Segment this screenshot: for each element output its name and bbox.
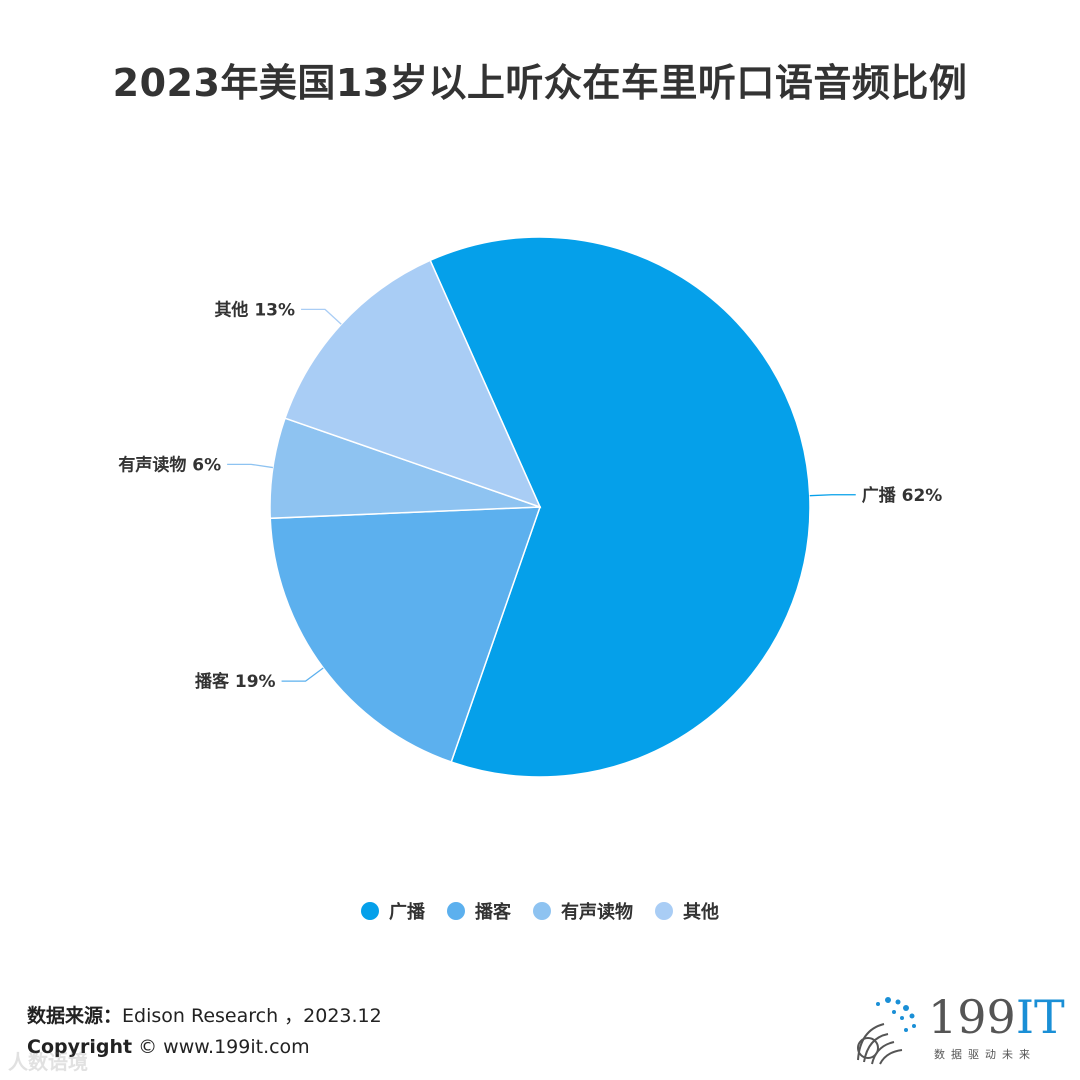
slice-label-podcast: 播客 19%: [195, 671, 276, 692]
logo-dots-icon: [857, 997, 916, 1065]
leader-line-other: [301, 308, 342, 325]
pie-slice-radio: [429, 236, 811, 778]
legend-item-radio: 广播: [361, 898, 425, 924]
legend-swatch-radio: [361, 902, 379, 920]
source-note: 数据来源：Edison Research ，2023.12: [27, 1001, 382, 1028]
leader-line-radio: [809, 494, 856, 497]
legend-swatch-audiobook: [533, 902, 551, 920]
chart-title: 2023年美国13岁以上听众在车里听口语音频比例: [112, 61, 968, 105]
logo-number: 199: [928, 990, 1016, 1044]
logo-text: 199IT: [928, 990, 1065, 1044]
legend: 广播 播客 有声读物 其他: [0, 898, 1080, 924]
source-label: 数据来源：: [27, 1005, 123, 1027]
leader-line-audiobook: [227, 463, 273, 469]
slice-labels: 广播 62% 播客 19% 有声读物 6% 其他 13%: [118, 299, 942, 692]
legend-label-audiobook: 有声读物: [561, 902, 633, 923]
copyright-label: Copyright: [27, 1036, 133, 1058]
pie-slices: [269, 236, 811, 778]
legend-item-audiobook: 有声读物: [533, 898, 633, 924]
copyright-text: © www.199it.com: [132, 1036, 310, 1058]
slice-label-other: 其他 13%: [214, 299, 295, 320]
legend-label-radio: 广播: [389, 902, 425, 923]
slice-label-audiobook: 有声读物 6%: [118, 454, 221, 475]
leader-lines: [227, 308, 856, 682]
pie-slice-other: [284, 259, 542, 509]
legend-label-other: 其他: [683, 902, 719, 923]
watermark: 人数语境: [8, 1050, 88, 1074]
legend-label-podcast: 播客: [475, 902, 511, 923]
legend-swatch-other: [655, 902, 673, 920]
logo: 199IT 数据驱动未来: [848, 990, 1068, 1070]
legend-item-other: 其他: [655, 898, 719, 924]
leader-line-podcast: [281, 667, 324, 682]
logo-it: IT: [1015, 990, 1065, 1044]
legend-item-podcast: 播客: [447, 898, 511, 924]
copyright-note: Copyright © www.199it.com: [27, 1036, 310, 1058]
logo-tagline: 数据驱动未来: [934, 1048, 1036, 1061]
source-text: Edison Research ，2023.12: [122, 1005, 382, 1027]
legend-swatch-podcast: [447, 902, 465, 920]
slice-label-radio: 广播 62%: [862, 485, 943, 506]
